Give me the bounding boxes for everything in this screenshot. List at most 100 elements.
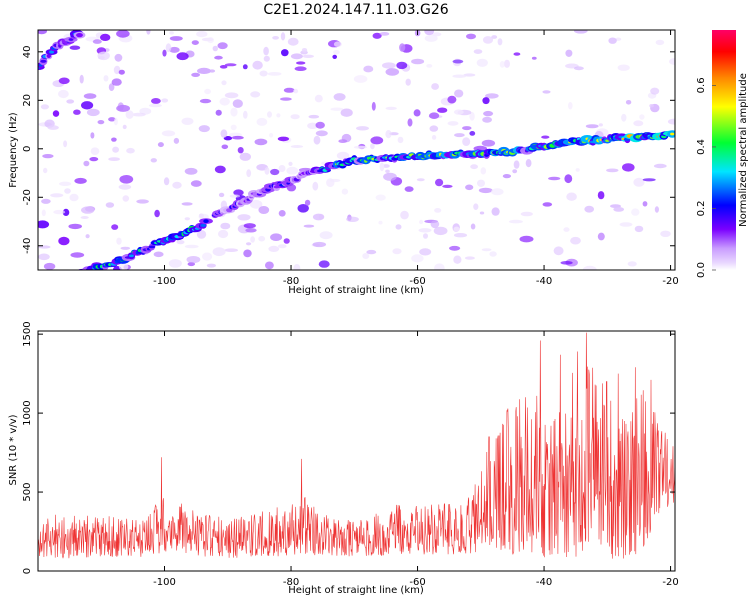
spectrogram-noise-blob [418,228,432,233]
colorbar-label: Normalized spectral amplitude [738,73,749,227]
spectrogram-noise-blob [221,144,229,150]
spectrogram-noise-blob [146,30,151,35]
spectrogram-noise-blob [148,103,162,108]
spectrogram-noise-blob [264,167,270,175]
spectrogram-noise-blob [435,178,444,187]
spectrogram-noise-blob [40,104,50,110]
spectrogram-noise-blob [405,78,411,86]
spectrogram-noise-blob [165,43,172,53]
spectrogram-noise-blob [169,31,175,35]
spectrogram-noise-blob [204,88,212,95]
spectrogram-noise-blob [318,260,330,268]
spectrogram-noise-blob [232,99,243,108]
spectrogram-ridge-core [203,219,209,224]
spectrogram-noise-blob [150,158,157,163]
spectrogram-noise-blob [513,160,520,169]
spectrogram-noise-blob [287,37,299,46]
spectrogram-noise-blob [315,121,325,129]
spectrogram-noise-blob [312,181,319,191]
spectrogram-noise-blob [111,78,122,86]
spectrogram-noise-blob [267,111,272,118]
spectrogram-noise-blob [304,199,311,206]
spectrogram-noise-blob [237,147,244,154]
colorbar-tick-label: 0.2 [696,201,707,217]
spectrogram-noise-blob [655,39,665,46]
spectrogram-noise-blob [136,199,149,204]
spectrogram-noise-blob [437,107,448,113]
spectrogram-noise-blob [330,107,344,111]
spectrogram-noise-blob [312,213,325,221]
spectrogram-noise-blob [463,73,476,77]
spectrogram-noise-blob [385,106,397,110]
spectrogram-noise-blob [429,125,439,132]
spectrogram-noise-blob [654,206,660,213]
spectrogram-noise-blob [585,124,599,129]
spectrogram-noise-blob [385,68,400,76]
spectrogram-noise-blob [224,63,237,67]
spectrogram-noise-blob [277,136,290,142]
spectrogram-noise-blob [473,49,483,54]
spectrogram-noise-blob [239,152,251,161]
spectrogram-noise-blob [531,56,537,60]
spectrogram-noise-blob [184,167,198,175]
spectrogram-noise-blob [508,219,523,224]
spectrogram-noise-blob [283,238,290,244]
spectrogram-noise-blob [597,191,605,200]
spectrogram-noise-blob [615,37,622,41]
spectrogram-noise-blob [341,133,352,143]
spectrogram-noise-blob [212,247,226,257]
spectrogram-noise-blob [499,61,505,68]
spectrogram-noise-blob [424,30,435,36]
colorbar-tick-label: 0.0 [696,262,707,278]
spectrogram-noise-blob [230,107,238,117]
spectrogram-noise-blob [242,64,248,70]
spectrogram-noise-blob [259,70,268,77]
spectrogram-noise-blob [314,94,323,103]
spectrogram-noise-blob [270,233,283,241]
spectrogram-noise-blob [86,108,100,117]
spectrogram-noise-blob [43,167,48,174]
spectrogram-noise-blob [64,188,71,194]
spectrogram-noise-blob [639,114,645,120]
spectrogram-noise-blob [382,164,390,168]
spectrogram-noise-blob [43,262,56,270]
spectrogram-noise-blob [470,223,476,230]
spectrogram-noise-blob [372,32,382,39]
spectrogram-noise-blob [218,192,225,198]
spectrogram-noise-blob [59,181,72,186]
spectrogram-noise-blob [197,67,211,74]
spectrogram-ridge-core [49,50,54,54]
spectrogram-noise-blob [434,263,445,270]
spectrogram-noise-blob [419,219,424,225]
spectrogram-noise-blob [573,66,584,71]
spectrogram-noise-blob [447,121,459,126]
spectrogram-noise-blob [132,112,146,117]
spectrogram-noise-blob [375,194,386,201]
x-tick-label: -40 [536,577,552,588]
spectrogram-noise-blob [625,100,632,105]
spectrogram-noise-blob [157,142,164,148]
spectrogram-noise-blob [269,133,274,138]
spectrogram-noise-blob [250,236,256,243]
spectrogram-noise-blob [631,208,640,216]
spectrogram-noise-blob [47,125,59,130]
spectrogram-noise-blob [293,264,301,270]
spectrogram-noise-blob [73,109,81,115]
spectrogram-noise-blob [52,110,60,117]
spectrogram-noise-blob [258,235,266,242]
x-tick-label: -20 [662,276,678,287]
spectrogram-noise-blob [491,188,504,196]
spectrogram-noise-blob [220,222,231,230]
spectrogram-noise-blob [598,123,603,127]
spectrogram-noise-blob [249,199,263,209]
spectrogram-frame [37,29,676,271]
spectrogram-noise-blob [370,136,384,145]
spectrogram-noise-blob [270,168,280,176]
spectrogram-noise-blob [482,36,494,44]
spectrogram-noise-blob [243,110,248,119]
spectrogram-noise-blob [333,93,346,101]
spectrogram-noise-blob [230,124,237,131]
spectrogram-noise-blob [69,193,79,202]
x-tick-label: -20 [662,577,678,588]
